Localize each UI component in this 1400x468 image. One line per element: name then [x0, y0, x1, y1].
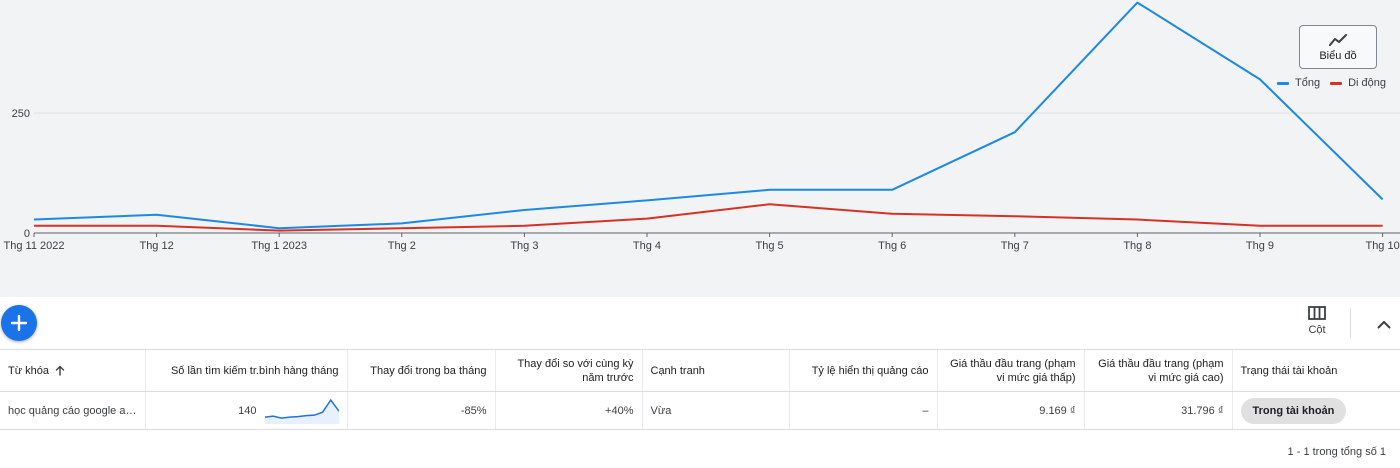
x-tick-label: Thg 7: [1001, 240, 1029, 252]
y-tick-label: 250: [12, 108, 30, 120]
columns-label: Cột: [1308, 324, 1326, 336]
cell-three-month-change: -85%: [346, 391, 495, 430]
x-tick-label: Thg 8: [1123, 240, 1151, 252]
cell-impression-share: –: [788, 391, 937, 430]
chart-view-button[interactable]: Biểu đồ: [1299, 25, 1377, 69]
legend-label-mobile: Di động: [1348, 77, 1386, 89]
line-chart-icon: [1329, 33, 1347, 46]
legend-swatch-total: [1277, 81, 1289, 85]
cell-bid-high: 31.796 ₫: [1083, 391, 1232, 430]
x-tick-label: Thg 3: [510, 240, 538, 252]
legend-item-mobile: Di động: [1330, 77, 1386, 89]
cell-competition: Vừa: [641, 391, 789, 430]
header-impression-share[interactable]: Tỷ lệ hiển thị quảng cáo: [788, 349, 937, 392]
legend-label-total: Tổng: [1295, 77, 1321, 89]
header-bid-high[interactable]: Giá thầu đầu trang (phạm vi mức giá cao): [1083, 349, 1232, 392]
chart-view-label: Biểu đồ: [1319, 49, 1357, 62]
x-tick-label: Thg 12: [139, 240, 173, 252]
collapse-button[interactable]: [1372, 312, 1396, 336]
toolbar-divider: [1350, 308, 1351, 338]
header-bid-low[interactable]: Giá thầu đầu trang (phạm vi mức giá thấp…: [936, 349, 1084, 392]
columns-button[interactable]: Cột: [1300, 306, 1334, 344]
chart-legend: Tổng Di động: [1277, 77, 1386, 89]
table-header-row: Từ khóa Số lần tìm kiếm tr.bình hàng thá…: [0, 349, 1400, 392]
pagination-info: 1 - 1 trong tổng số 1: [1287, 446, 1386, 458]
header-three-month-change[interactable]: Thay đổi trong ba tháng: [346, 349, 495, 392]
columns-icon: [1308, 306, 1326, 320]
table-row[interactable]: học quảng cáo google ads 140 -85% +40% V…: [0, 391, 1400, 430]
add-button[interactable]: [1, 305, 37, 341]
plus-icon: [10, 314, 28, 332]
x-tick-label: Thg 11 2022: [4, 240, 65, 252]
x-tick-label: Thg 10: [1365, 240, 1399, 252]
cell-bid-low: 9.169 ₫: [936, 391, 1084, 430]
header-keyword-label: Từ khóa: [8, 364, 49, 377]
y-tick-label: 0: [24, 228, 30, 240]
sort-ascending-icon: [55, 365, 65, 376]
series-line-mobile: [34, 203, 1383, 232]
x-tick-label: Thg 9: [1246, 240, 1274, 252]
header-yoy-change[interactable]: Thay đổi so với cùng kỳ năm trước: [494, 349, 642, 392]
header-account-status[interactable]: Trạng thái tài khoản: [1231, 349, 1400, 392]
x-tick-label: Thg 2: [388, 240, 416, 252]
legend-item-total: Tổng: [1277, 77, 1320, 89]
cell-account-status: Trong tài khoản: [1231, 391, 1400, 430]
trend-sparkline: [264, 398, 339, 424]
cell-yoy-change: +40%: [494, 391, 642, 430]
legend-swatch-mobile: [1330, 81, 1343, 85]
keyword-table: Từ khóa Số lần tìm kiếm tr.bình hàng thá…: [0, 349, 1400, 430]
header-competition[interactable]: Cạnh tranh: [641, 349, 789, 392]
status-badge[interactable]: Trong tài khoản: [1240, 397, 1347, 424]
header-avg-searches[interactable]: Số lần tìm kiếm tr.bình hàng tháng: [144, 349, 347, 392]
cell-avg-searches: 140: [144, 391, 347, 430]
header-keyword[interactable]: Từ khóa: [0, 349, 145, 392]
x-tick-label: Thg 5: [756, 240, 784, 252]
x-tick-label: Thg 1 2023: [251, 240, 307, 252]
avg-searches-value: 140: [238, 404, 257, 417]
series-line-total: [33, 1, 1384, 230]
cell-keyword[interactable]: học quảng cáo google ads: [0, 391, 145, 430]
sparkline-line: [264, 398, 339, 419]
x-tick-label: Thg 6: [878, 240, 906, 252]
x-tick-label: Thg 4: [633, 240, 661, 252]
chevron-up-icon: [1377, 320, 1391, 328]
